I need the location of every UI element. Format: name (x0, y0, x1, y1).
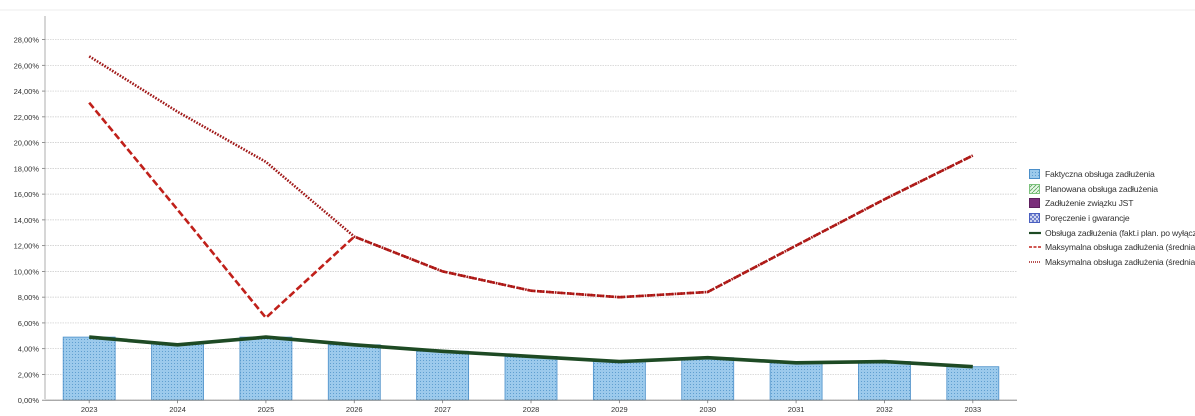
line-max-3 (88, 101, 974, 320)
legend-label: Planowana obsługa zadłużenia (1045, 183, 1158, 194)
y-axis: 0,00% 2,00% 4,00% 6,00% 8,00% 10,00% 12,00% 14,… (14, 16, 46, 405)
x-tick-label: 2030 (699, 405, 716, 414)
legend-item: Faktyczna obsługa zadłużenia (1029, 167, 1195, 182)
y-tick-label: 4,00% (18, 345, 40, 354)
legend-swatch (1029, 169, 1040, 180)
y-tick-label: 16,00% (14, 190, 40, 199)
y-tick-label: 22,00% (14, 113, 40, 122)
legend-label: Poręczenie i gwarancje (1045, 213, 1130, 224)
x-tick-label: 2026 (346, 405, 363, 414)
x-axis: 2023 2024 2025 2026 2027 2028 2029 2030 2031 2032… (81, 400, 981, 414)
x-tick-label: 2025 (258, 405, 275, 414)
bar-faktyczna (416, 350, 470, 401)
legend-label: Faktyczna obsługa zadłużenia (1045, 169, 1155, 180)
bar-faktyczna (62, 336, 116, 401)
bar-faktyczna (504, 356, 558, 401)
legend-item: Planowana obsługa zadłużenia (1029, 182, 1195, 197)
bar-faktyczna (946, 366, 1000, 401)
legend-item: Poręczenie i gwarancje (1029, 211, 1195, 226)
legend-label: Maksymalna obsługa zadłużenia (średnia 7… (1045, 256, 1195, 267)
x-tick-label: 2033 (964, 405, 981, 414)
line-obsluga (89, 335, 973, 369)
x-tick-label: 2027 (434, 405, 451, 414)
y-tick-label: 8,00% (18, 293, 40, 302)
legend-item: Obsługa zadłużenia (fakt.i plan. po wyłą… (1029, 225, 1195, 240)
y-tick-label: 28,00% (14, 36, 40, 45)
legend-label: Maksymalna obsługa zadłużenia (średnia 3… (1045, 242, 1195, 253)
y-tick-label: 20,00% (14, 139, 40, 148)
y-tick-label: 24,00% (14, 87, 40, 96)
x-tick-label: 2023 (81, 405, 98, 414)
bar-faktyczna (151, 343, 204, 401)
y-tick-label: 10,00% (14, 267, 40, 276)
y-tick-label: 26,00% (14, 61, 40, 70)
legend-swatch (1029, 183, 1040, 194)
legend-swatch (1029, 213, 1040, 224)
x-tick-label: 2029 (611, 405, 628, 414)
series-lines (88, 55, 974, 369)
bar-faktyczna (239, 336, 293, 401)
legend-swatch (1029, 198, 1040, 209)
y-tick-label: 6,00% (18, 319, 40, 328)
bars (62, 336, 1000, 401)
x-tick-label: 2031 (788, 405, 805, 414)
line-max-7 (88, 55, 974, 299)
legend-swatch (1029, 246, 1041, 248)
legend-item: Maksymalna obsługa zadłużenia (średnia 7… (1029, 255, 1195, 270)
x-tick-label: 2032 (876, 405, 893, 414)
y-tick-label: 12,00% (14, 242, 40, 251)
y-tick-label: 2,00% (18, 370, 40, 379)
legend-label: Obsługa zadłużenia (fakt.i plan. po wyłą… (1045, 227, 1195, 238)
bar-faktyczna (769, 362, 823, 401)
bar-faktyczna (681, 357, 735, 401)
legend-label: Zadłużenie związku JST (1045, 198, 1134, 209)
legend-swatch (1029, 231, 1041, 234)
y-tick-label: 0,00% (18, 396, 40, 405)
bar-faktyczna (592, 361, 646, 401)
legend-item: Maksymalna obsługa zadłużenia (średnia 3… (1029, 240, 1195, 255)
x-tick-label: 2028 (523, 405, 540, 414)
bar-faktyczna (327, 344, 381, 401)
legend-item: Zadłużenie związku JST (1029, 196, 1195, 211)
bar-faktyczna (858, 361, 911, 401)
x-tick-label: 2024 (169, 405, 186, 414)
legend-swatch (1029, 261, 1041, 263)
legend: Faktyczna obsługa zadłużenia Planowana ob… (1029, 167, 1195, 269)
grid-lines (45, 39, 1017, 401)
y-tick-label: 18,00% (14, 164, 40, 173)
y-tick-label: 14,00% (14, 216, 40, 225)
